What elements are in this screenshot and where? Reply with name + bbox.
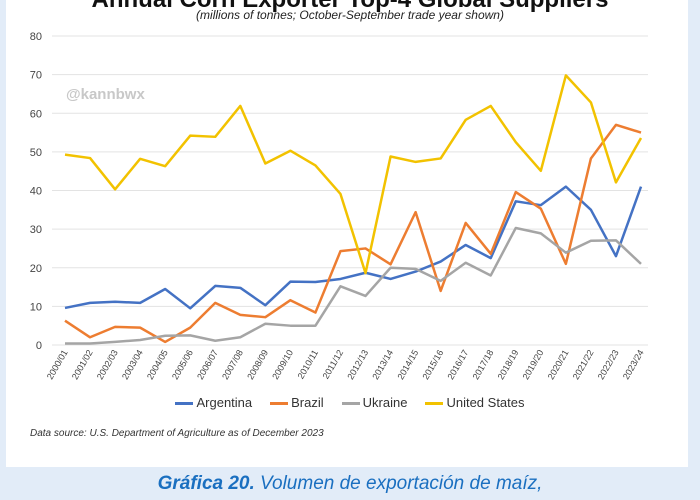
y-tick-label: 60 <box>30 108 42 120</box>
x-tick-label: 2014/15 <box>395 348 420 381</box>
x-tick-label: 2002/03 <box>95 348 120 381</box>
legend-item: Argentina <box>175 395 252 410</box>
x-tick-label: 2008/09 <box>245 348 270 381</box>
x-tick-label: 2016/17 <box>445 348 470 381</box>
y-tick-label: 10 <box>30 301 42 313</box>
x-tick-label: 2023/24 <box>621 348 646 381</box>
legend-label: Ukraine <box>362 395 408 410</box>
legend-label: Brazil <box>291 395 324 410</box>
x-tick-label: 2010/11 <box>296 348 321 381</box>
caption-text: Volumen de exportación de maíz, <box>254 473 543 494</box>
legend: Argentina Brazil Ukraine United States <box>0 395 700 410</box>
y-tick-label: 80 <box>30 31 42 43</box>
x-tick-label: 2017/18 <box>471 348 496 381</box>
x-tick-label: 2009/10 <box>270 348 295 381</box>
y-tick-label: 50 <box>30 147 42 159</box>
legend-item: Ukraine <box>341 395 408 410</box>
x-tick-label: 2003/04 <box>120 348 145 381</box>
x-tick-label: 2018/19 <box>496 348 521 381</box>
x-tick-label: 2001/02 <box>70 348 95 381</box>
watermark: @kannbwx <box>66 86 145 103</box>
legend-label: Argentina <box>196 395 253 410</box>
x-tick-label: 2004/05 <box>145 348 170 381</box>
x-tick-label: 2006/07 <box>195 348 220 381</box>
legend-swatch <box>425 402 444 406</box>
series-line-united-states <box>64 74 643 275</box>
x-tick-label: 2021/22 <box>571 348 596 381</box>
figure-caption: Gráfica 20. Volumen de exportación de ma… <box>0 473 700 495</box>
legend-swatch <box>270 402 289 406</box>
x-tick-label: 2022/23 <box>596 348 621 381</box>
chart-subtitle: (millions of tonnes; October-September t… <box>196 8 504 22</box>
x-tick-label: 2013/14 <box>370 348 395 381</box>
x-tick-label: 2019/20 <box>521 348 546 381</box>
y-tick-label: 40 <box>30 186 42 198</box>
y-tick-label: 20 <box>30 263 42 275</box>
x-tick-label: 2005/06 <box>170 348 195 381</box>
y-tick-label: 70 <box>30 70 42 82</box>
series-line-brazil <box>64 123 642 344</box>
legend-swatch <box>341 402 360 406</box>
x-tick-label: 2020/21 <box>546 348 571 381</box>
x-tick-label: 2007/08 <box>220 348 245 381</box>
chart-title: Annual Corn Exporter Top-4 Global Suppli… <box>0 0 700 14</box>
x-tick-label: 2012/13 <box>345 348 370 381</box>
legend-item: United States <box>425 395 525 410</box>
legend-item: Brazil <box>270 395 324 410</box>
x-tick-label: 2015/16 <box>420 348 445 381</box>
legend-label: United States <box>446 395 525 410</box>
y-tick-label: 30 <box>30 224 42 236</box>
data-source: Data source: U.S. Department of Agricult… <box>30 428 324 439</box>
x-tick-label: 2000/01 <box>45 348 70 381</box>
series-line-argentina <box>64 185 643 310</box>
y-tick-label: 0 <box>36 340 42 352</box>
caption-label: Gráfica 20. <box>157 473 255 494</box>
series-line-ukraine <box>65 226 642 345</box>
legend-swatch <box>175 402 194 406</box>
x-tick-label: 2011/12 <box>321 348 346 381</box>
